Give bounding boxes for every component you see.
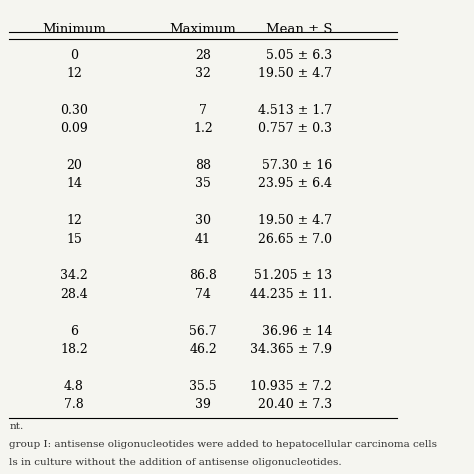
Text: 23.95 ± 6.4: 23.95 ± 6.4	[258, 177, 332, 191]
Text: 12: 12	[66, 67, 82, 80]
Text: 1.2: 1.2	[193, 122, 213, 136]
Text: 88: 88	[195, 159, 211, 172]
Text: 4.513 ± 1.7: 4.513 ± 1.7	[258, 104, 332, 117]
Text: 57.30 ± 16: 57.30 ± 16	[262, 159, 332, 172]
Text: 20: 20	[66, 159, 82, 172]
Text: 26.65 ± 7.0: 26.65 ± 7.0	[258, 233, 332, 246]
Text: 39: 39	[195, 398, 211, 411]
Text: ls in culture without the addition of antisense oligonucleotides.: ls in culture without the addition of an…	[9, 457, 342, 466]
Text: 34.2: 34.2	[60, 269, 88, 283]
Text: 32: 32	[195, 67, 211, 80]
Text: 44.235 ± 11.: 44.235 ± 11.	[250, 288, 332, 301]
Text: 28: 28	[195, 49, 211, 62]
Text: 4.8: 4.8	[64, 380, 84, 392]
Text: 12: 12	[66, 214, 82, 227]
Text: 56.7: 56.7	[189, 325, 217, 337]
Text: group I: antisense oligonucleotides were added to hepatocellular carcinoma cells: group I: antisense oligonucleotides were…	[9, 439, 438, 448]
Text: 0: 0	[70, 49, 78, 62]
Text: 7: 7	[199, 104, 207, 117]
Text: 18.2: 18.2	[60, 343, 88, 356]
Text: 41: 41	[195, 233, 211, 246]
Text: 35.5: 35.5	[189, 380, 217, 392]
Text: nt.: nt.	[9, 422, 24, 431]
Text: 5.05 ± 6.3: 5.05 ± 6.3	[266, 49, 332, 62]
Text: 35: 35	[195, 177, 211, 191]
Text: 10.935 ± 7.2: 10.935 ± 7.2	[250, 380, 332, 392]
Text: 0.30: 0.30	[60, 104, 88, 117]
Text: 6: 6	[70, 325, 78, 337]
Text: 0.757 ± 0.3: 0.757 ± 0.3	[258, 122, 332, 136]
Text: 15: 15	[66, 233, 82, 246]
Text: 36.96 ± 14: 36.96 ± 14	[262, 325, 332, 337]
Text: Maximum: Maximum	[170, 23, 237, 36]
Text: 0.09: 0.09	[60, 122, 88, 136]
Text: 20.40 ± 7.3: 20.40 ± 7.3	[258, 398, 332, 411]
Text: Mean ± S: Mean ± S	[265, 23, 332, 36]
Text: 7.8: 7.8	[64, 398, 84, 411]
Text: 74: 74	[195, 288, 211, 301]
Text: 19.50 ± 4.7: 19.50 ± 4.7	[258, 214, 332, 227]
Text: 14: 14	[66, 177, 82, 191]
Text: 34.365 ± 7.9: 34.365 ± 7.9	[250, 343, 332, 356]
Text: 51.205 ± 13: 51.205 ± 13	[254, 269, 332, 283]
Text: 19.50 ± 4.7: 19.50 ± 4.7	[258, 67, 332, 80]
Text: Minimum: Minimum	[42, 23, 106, 36]
Text: 86.8: 86.8	[189, 269, 217, 283]
Text: 28.4: 28.4	[60, 288, 88, 301]
Text: 30: 30	[195, 214, 211, 227]
Text: 46.2: 46.2	[189, 343, 217, 356]
